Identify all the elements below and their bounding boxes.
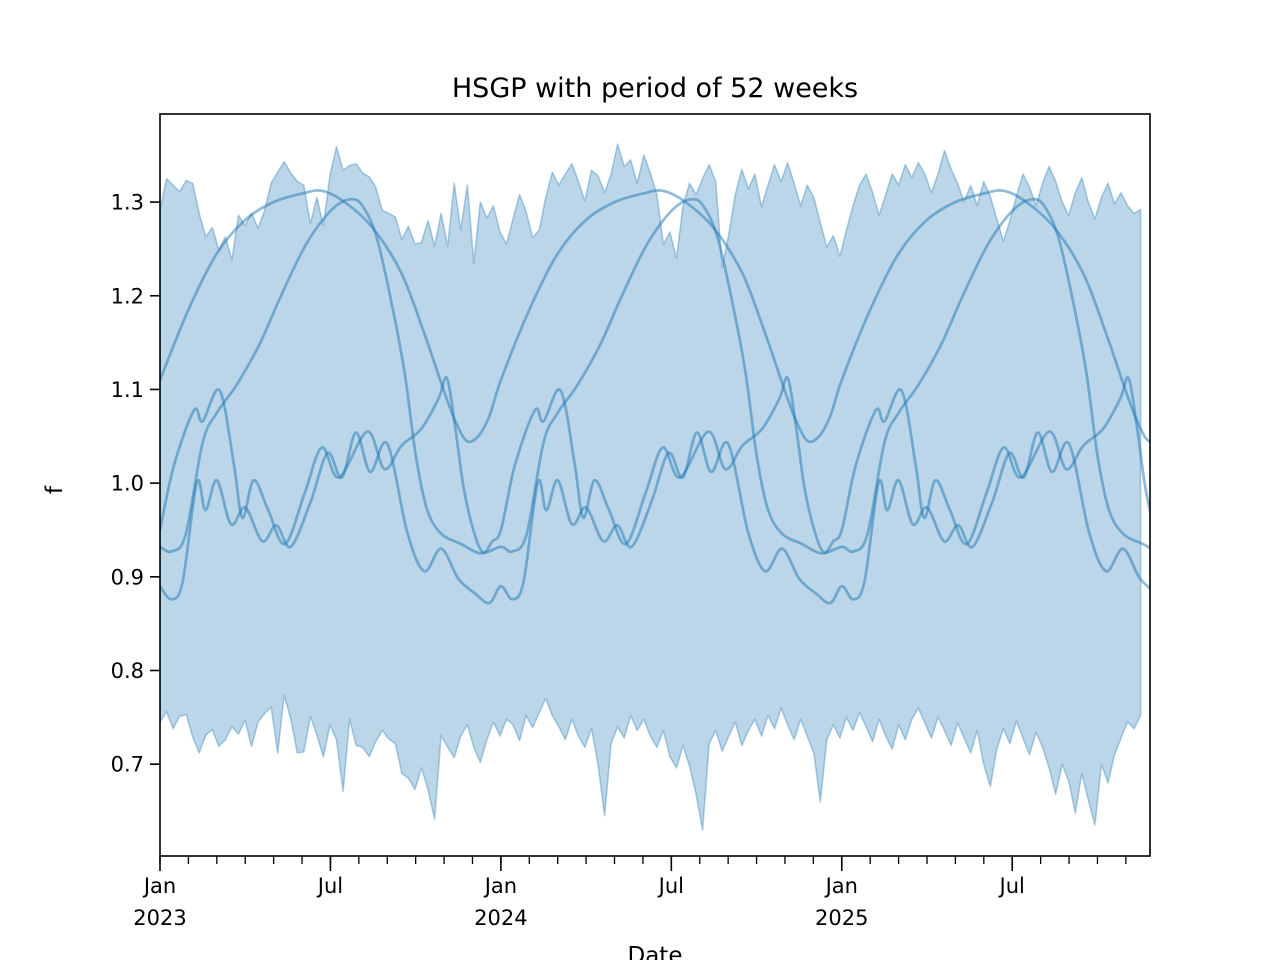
hdi-band — [160, 143, 1142, 831]
posterior-sample-4-line — [160, 431, 1150, 605]
x-tick-label-month: Jan — [483, 874, 517, 898]
y-tick-label-1.2: 1.2 — [111, 284, 144, 308]
y-tick-label-0.7: 0.7 — [111, 753, 144, 777]
x-tick-label-month: Jul — [316, 874, 343, 898]
axes-frame — [159, 113, 1151, 857]
y-tick-label-1.1: 1.1 — [111, 378, 144, 402]
x-axis-label: Date — [628, 943, 683, 960]
y-tick-label-1.3: 1.3 — [111, 191, 144, 215]
x-tick-label-year: 2024 — [474, 906, 527, 930]
y-tick-label-0.8: 0.8 — [111, 659, 144, 683]
y-axis-label: f — [42, 485, 68, 494]
y-tick-label-1.0: 1.0 — [111, 472, 144, 496]
posterior-sample-1-line — [160, 189, 1150, 444]
hdi-band-area — [160, 143, 1142, 831]
x-tick-label-year: 2023 — [133, 906, 186, 930]
x-tick-label-month: Jan — [824, 874, 858, 898]
posterior-sample-2-line — [160, 197, 1150, 555]
y-tick-label-0.9: 0.9 — [111, 565, 144, 589]
x-tick-label-year: 2025 — [815, 906, 868, 930]
x-tick-label-month: Jul — [657, 874, 684, 898]
posterior-sample-3-line — [160, 375, 1150, 554]
x-tick-label-month: Jan — [142, 874, 176, 898]
posterior-sample-curves — [160, 189, 1150, 605]
chart-title: HSGP with period of 52 weeks — [452, 73, 858, 104]
x-tick-label-month: Jul — [998, 874, 1025, 898]
axis-ticks — [150, 201, 1127, 871]
axis-tick-labels: 0.7 0.8 0.9 1.0 1.1 1.2 1.3 Jan 2023 Jul Jan 2024 Ju… — [111, 191, 1025, 930]
